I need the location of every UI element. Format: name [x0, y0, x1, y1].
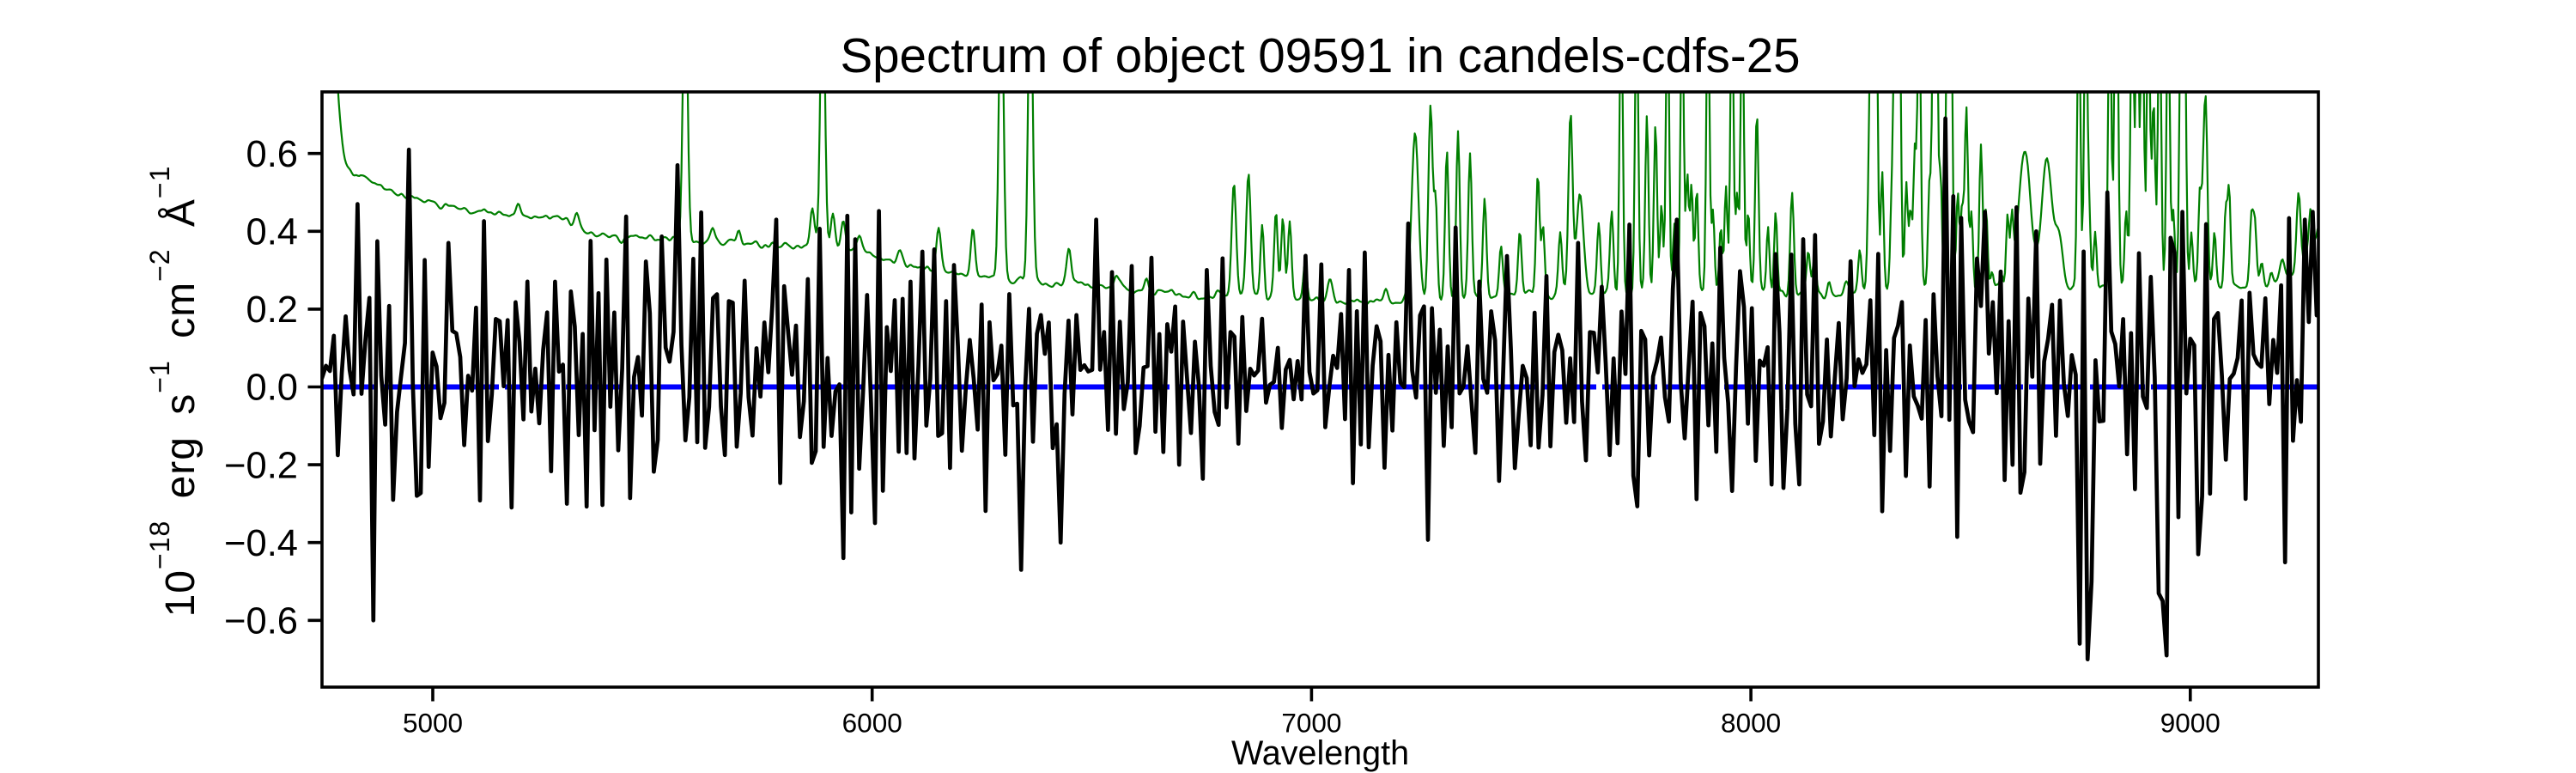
svg-text:7000: 7000: [1281, 708, 1341, 739]
svg-text:−0.2: −0.2: [224, 445, 298, 486]
svg-text:5000: 5000: [403, 708, 463, 739]
svg-text:8000: 8000: [1721, 708, 1781, 739]
svg-text:0.0: 0.0: [246, 368, 298, 409]
svg-text:Wavelength: Wavelength: [1231, 734, 1409, 772]
svg-text:9000: 9000: [2160, 708, 2221, 739]
svg-text:6000: 6000: [842, 708, 902, 739]
svg-text:0.4: 0.4: [246, 212, 298, 253]
svg-text:Spectrum of object 09591 in ca: Spectrum of object 09591 in candels-cdfs…: [840, 28, 1800, 82]
svg-text:0.6: 0.6: [246, 134, 298, 175]
svg-text:0.2: 0.2: [246, 289, 298, 331]
svg-text:−0.4: −0.4: [224, 523, 298, 564]
svg-text:−0.6: −0.6: [224, 601, 298, 642]
